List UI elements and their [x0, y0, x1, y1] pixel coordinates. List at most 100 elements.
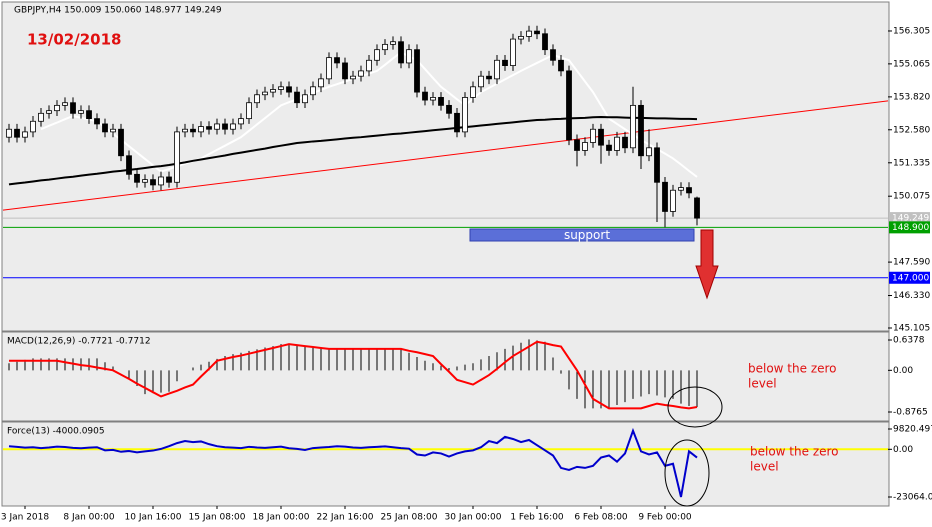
candle-body	[614, 136, 620, 151]
candle-body	[94, 118, 100, 125]
candle-body	[510, 38, 516, 66]
candle-body	[526, 30, 532, 37]
candle-body	[446, 104, 452, 114]
candle-body	[390, 41, 396, 45]
y-tick-label: 153.820	[893, 92, 930, 102]
candle-body	[22, 131, 28, 138]
candle-body	[598, 128, 604, 146]
candle-body	[118, 128, 124, 157]
candle-body	[182, 128, 188, 133]
candle-body	[382, 43, 388, 51]
candle-body	[254, 94, 260, 104]
macd-note: level	[748, 377, 777, 391]
candle-body	[150, 179, 156, 186]
candle-body	[414, 49, 420, 93]
candle-body	[238, 118, 244, 125]
force-highlight	[664, 439, 710, 507]
x-tick-label: 1 Feb 16:00	[510, 513, 564, 523]
candle-body	[366, 59, 372, 72]
candle-body	[646, 147, 652, 157]
candle-body	[606, 144, 612, 151]
candle-body	[102, 123, 108, 133]
candle-body	[494, 59, 500, 80]
candle-body	[350, 75, 356, 80]
candle-body	[406, 49, 412, 64]
y-tick-label: 145.105	[893, 324, 930, 334]
candle-body	[286, 86, 292, 93]
candle-body	[334, 57, 340, 64]
x-tick-label: 9 Feb 00:00	[638, 513, 692, 523]
main-panel	[1, 1, 890, 332]
candle-body	[686, 187, 692, 194]
candle-body	[430, 97, 436, 101]
candle-body	[558, 59, 564, 72]
candle-body	[694, 197, 700, 219]
candle-body	[270, 89, 276, 93]
candle-body	[142, 179, 148, 183]
candle-body	[206, 126, 212, 130]
candle-body	[622, 136, 628, 149]
y-tick-label: 152.580	[893, 125, 930, 135]
y-tick-label: 9820.497	[893, 424, 932, 434]
indicator-line	[9, 340, 698, 410]
price-box-label: 148.900	[892, 223, 929, 233]
candle-body	[14, 128, 20, 138]
y-tick-label: 0.00	[893, 445, 913, 455]
candle-body	[214, 123, 220, 130]
candle-body	[38, 112, 44, 122]
y-tick-label: 0.00	[893, 366, 913, 376]
candle-body	[502, 59, 508, 66]
candle-body	[6, 128, 12, 138]
price-box	[889, 271, 930, 284]
candle-body	[30, 120, 36, 133]
candle-body	[174, 131, 180, 183]
candle-body	[342, 62, 348, 80]
y-tick-label: 156.305	[893, 26, 930, 36]
force-note: below the zero	[750, 445, 839, 459]
candle-body	[462, 97, 468, 133]
x-tick-label: 8 Jan 00:00	[63, 513, 115, 523]
candle-body	[670, 189, 676, 212]
x-tick-label: 22 Jan 16:00	[317, 513, 374, 523]
macd-highlight	[667, 386, 723, 428]
y-tick-label: 146.330	[893, 291, 930, 301]
price-box	[889, 212, 930, 225]
candle-body	[46, 110, 52, 114]
candle-body	[470, 86, 476, 98]
candle-body	[230, 123, 236, 130]
candle-body	[70, 102, 76, 114]
candle-body	[190, 128, 196, 133]
candle-body	[678, 187, 684, 191]
candle-body	[654, 147, 660, 183]
candle-body	[454, 112, 460, 133]
candle-body	[582, 142, 588, 151]
candle-body	[198, 126, 204, 133]
price-box-label: 147.000	[892, 273, 929, 283]
trend-line	[2, 100, 889, 211]
force-label: Force(13) -4000.0905	[7, 427, 105, 437]
candle-body	[398, 41, 404, 64]
date-annotation: 13/02/2018	[27, 31, 121, 49]
candle-body	[534, 30, 540, 35]
candle-body	[318, 78, 324, 88]
price-box-label: 149.249	[892, 214, 929, 224]
candle-body	[550, 49, 556, 61]
candle-body	[86, 110, 92, 120]
y-tick-label: 151.335	[893, 158, 930, 168]
price-box	[889, 221, 930, 234]
y-tick-label: 150.075	[893, 192, 930, 202]
x-tick-label: 15 Jan 08:00	[189, 513, 246, 523]
candle-body	[302, 94, 308, 104]
x-tick-label: 10 Jan 16:00	[125, 513, 182, 523]
x-tick-label: 6 Feb 08:00	[574, 513, 628, 523]
plot-layer: 156.305 155.065 153.820 152.580 151.335 150.0…	[1, 25, 932, 523]
force-note: level	[750, 460, 779, 474]
candle-body	[422, 91, 428, 101]
candle-body	[374, 49, 380, 61]
candle-body	[278, 86, 284, 90]
macd-panel	[1, 331, 890, 422]
support-zone	[469, 228, 695, 242]
candle-body	[638, 104, 644, 157]
candle-body	[294, 91, 300, 104]
